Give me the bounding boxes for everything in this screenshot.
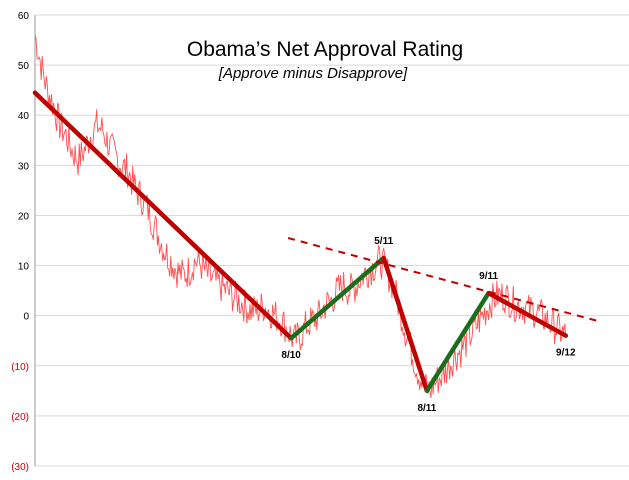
chart-subtitle: [Approve minus Disapprove] (218, 65, 408, 82)
trend-line-3 (381, 255, 430, 394)
annotation-layer: 8/10 5/11 8/11 9/11 9/12 (281, 236, 576, 414)
trend-line-2 (288, 255, 386, 341)
annotation-label: 9/12 (556, 348, 576, 359)
trend-line-4 (424, 290, 491, 394)
y-tick-label: (20) (11, 412, 29, 423)
y-tick-label: 40 (18, 111, 30, 122)
y-tick-label: 50 (18, 61, 30, 72)
annotation-label: 9/11 (479, 271, 498, 282)
chart-title: Obama’s Net Approval Rating (187, 38, 463, 61)
y-tick-label: 10 (18, 262, 30, 273)
series-line-net-approval (34, 35, 567, 398)
y-tick-labels: 60 50 40 30 20 10 0 (10) (20) (30) (11, 11, 29, 473)
y-tick-label: 20 (18, 211, 30, 222)
series-layer (32, 35, 597, 398)
gridlines (35, 14, 629, 467)
y-tick-label: 0 (23, 312, 29, 323)
y-tick-label: 30 (18, 161, 30, 172)
trend-line-5 (486, 290, 569, 338)
y-tick-label: (30) (11, 462, 29, 473)
trend-line-1 (32, 90, 294, 341)
annotation-label: 5/11 (374, 236, 393, 247)
dashed-trend-line-6 (287, 237, 597, 322)
y-tick-label: (10) (11, 362, 29, 373)
annotation-label: 8/10 (281, 350, 301, 361)
annotation-label: 8/11 (417, 403, 436, 414)
y-tick-label: 60 (18, 11, 30, 22)
